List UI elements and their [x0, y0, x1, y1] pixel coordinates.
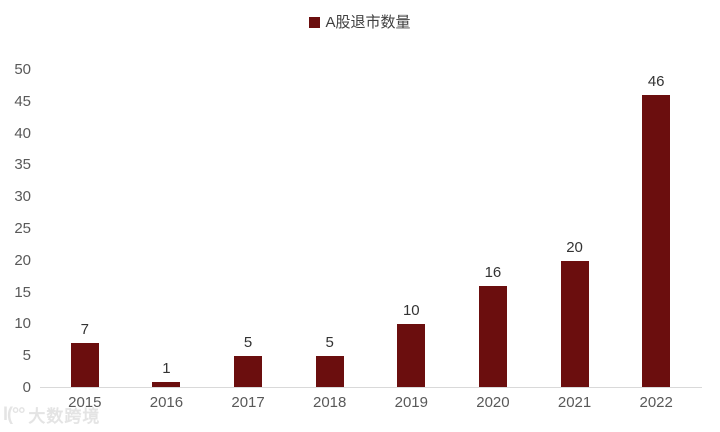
x-axis-tick-label: 2020	[476, 394, 510, 411]
legend: A股退市数量	[0, 15, 720, 30]
x-axis-tick-label: 2018	[313, 394, 347, 411]
bar-value-label: 46	[647, 73, 665, 91]
y-axis-tick-label: 40	[14, 124, 31, 142]
bar-2021	[560, 260, 589, 388]
y-axis-tick-label: 20	[14, 251, 31, 269]
y-axis-tick-label: 5	[22, 347, 31, 365]
bar-slot: 16	[452, 70, 534, 388]
bar-value-label: 5	[325, 334, 334, 352]
bar-2022	[642, 95, 671, 388]
x-axis-tick-label: 2015	[68, 394, 102, 411]
y-axis-tick-label: 30	[14, 188, 31, 206]
bar-value-label: 5	[243, 334, 253, 352]
y-axis-tick-label: 15	[14, 283, 31, 301]
bar-value-label: 20	[566, 238, 583, 256]
bar-2016	[152, 381, 181, 388]
bar-slot: 46	[615, 70, 697, 388]
y-axis-tick-label: 50	[14, 61, 31, 78]
y-axis-tick-label: 45	[14, 92, 31, 110]
bar-slot: 1	[126, 70, 208, 388]
bar-2020	[478, 286, 507, 388]
bar-slot: 20	[534, 70, 616, 388]
bar-slot: 5	[207, 70, 289, 388]
x-axis-tick-label: 2017	[231, 394, 265, 411]
bar-value-label: 10	[402, 302, 420, 320]
bar-value-label: 7	[80, 321, 89, 339]
y-axis-tick-label: 0	[22, 379, 31, 396]
x-axis-labels: 2015 2016 2017 2018 2019 2020 2021 2022	[44, 394, 697, 411]
bar-2015	[70, 343, 99, 388]
x-axis-tick-label: 2019	[394, 394, 428, 411]
bar-value-label: 16	[484, 264, 502, 282]
bars-area: 7 1 5 5 10 16 20 46	[44, 70, 697, 388]
bar-slot: 10	[371, 70, 453, 388]
bar-value-label: 1	[162, 359, 171, 377]
bar-slot: 7	[44, 70, 126, 388]
x-axis-tick-label: 2021	[557, 394, 592, 411]
legend-marker-square	[309, 17, 321, 28]
legend-label: A股退市数量	[325, 14, 411, 31]
bar-2017	[234, 356, 263, 388]
y-axis-tick-label: 10	[14, 315, 31, 333]
bar-2019	[397, 324, 426, 388]
x-axis-tick-label: 2016	[149, 394, 184, 411]
bar-2018	[315, 356, 344, 388]
x-axis-tick-label: 2022	[639, 394, 673, 411]
x-axis-line	[40, 387, 702, 388]
y-axis-tick-label: 25	[14, 220, 31, 237]
bar-slot: 5	[289, 70, 371, 388]
y-axis-labels: 0 5 10 15 20 25 30 35 40 45 50	[0, 0, 31, 432]
y-axis-tick-label: 35	[14, 156, 31, 174]
